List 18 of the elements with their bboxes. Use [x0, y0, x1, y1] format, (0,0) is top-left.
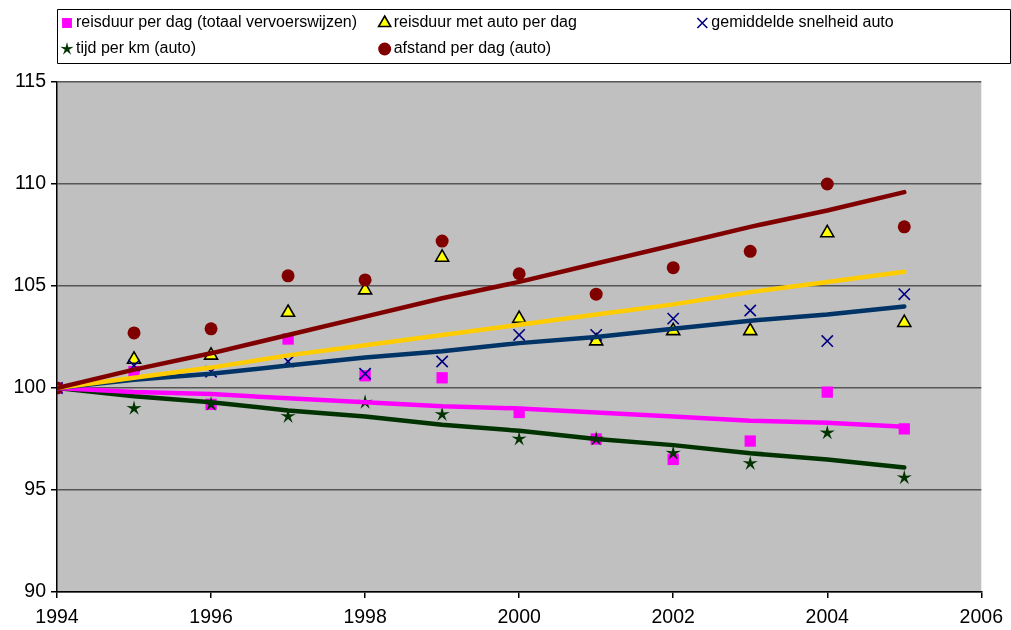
legend-label: gemiddelde snelheid auto: [711, 13, 894, 31]
x-tick-label: 2000: [497, 605, 541, 628]
x-tick-label: 1996: [189, 605, 233, 628]
x-tick-label: 2006: [959, 605, 1004, 628]
x-tick-label: 2002: [651, 605, 695, 628]
x-tick-label: 1998: [343, 605, 387, 628]
legend-label: tijd per km (auto): [76, 39, 197, 57]
y-tick-label: 95: [24, 477, 47, 500]
legend-label: reisduur per dag (totaal vervoerswijzen): [76, 13, 358, 31]
y-tick-label: 100: [13, 375, 47, 398]
y-tick-label: 90: [24, 579, 47, 602]
legend-label: reisduur met auto per dag: [393, 13, 577, 31]
legend-label: afstand per dag (auto): [393, 39, 552, 57]
y-tick-label: 105: [13, 273, 47, 296]
y-tick-label: 115: [14, 69, 47, 92]
y-tick-label: 110: [14, 171, 47, 194]
x-tick-label: 2004: [805, 605, 850, 628]
x-tick-label: 1994: [35, 605, 79, 628]
